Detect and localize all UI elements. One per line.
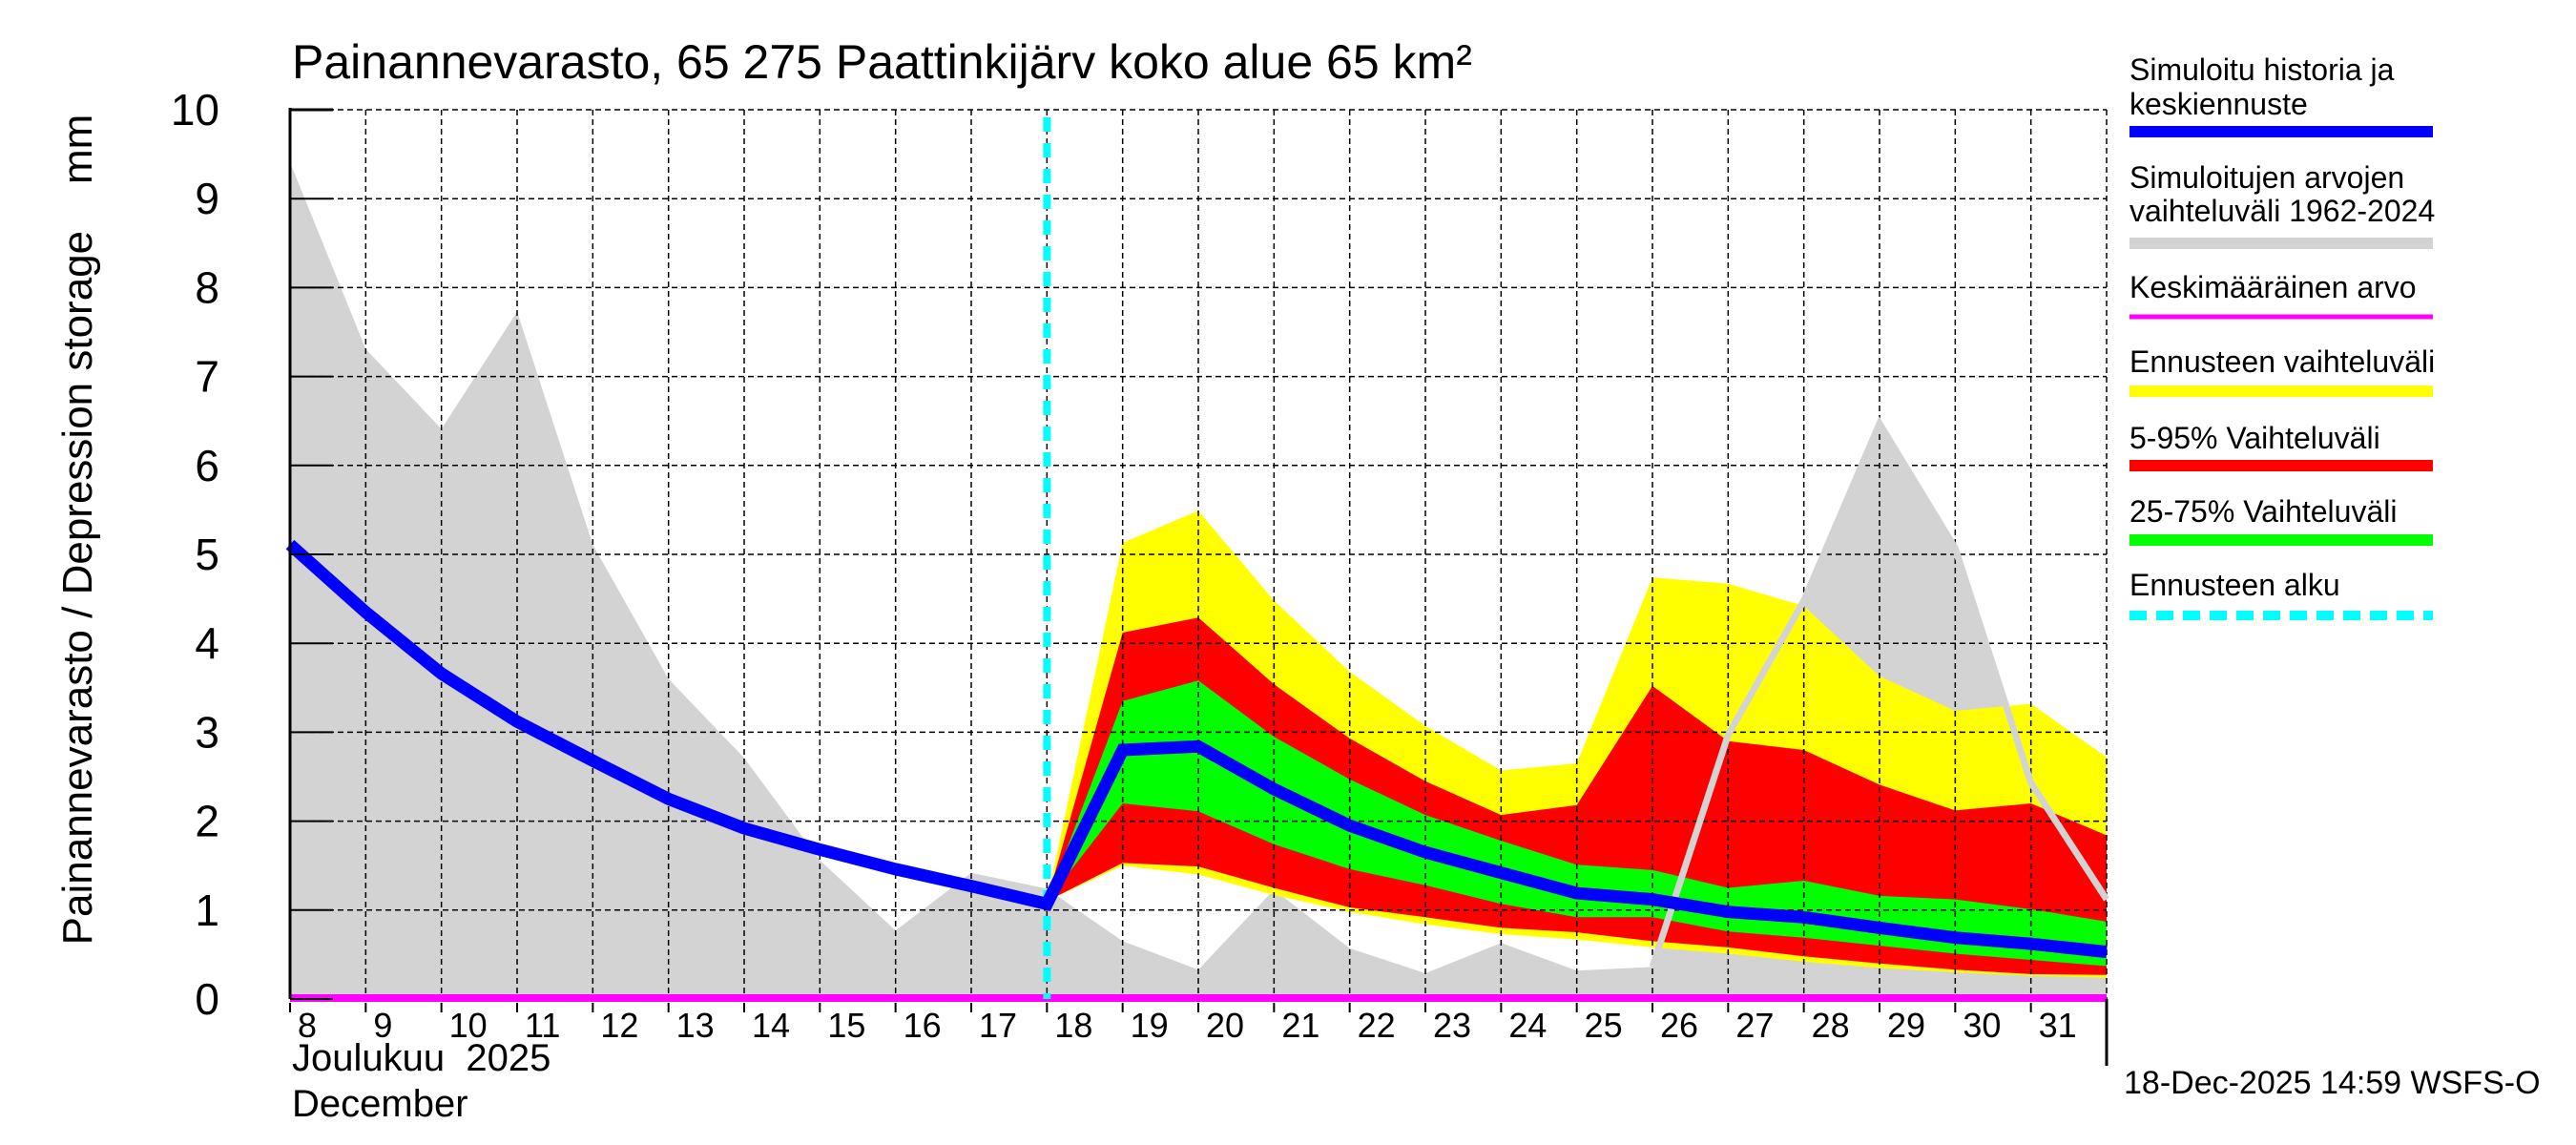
- x-tick-label: 23: [1433, 1006, 1471, 1045]
- x-tick-label: 8: [298, 1006, 317, 1045]
- axes-layer: [288, 108, 2109, 1066]
- x-axis-month-label: Joulukuu 2025: [292, 1037, 551, 1079]
- legend-label: Keskimääräinen arvo: [2129, 270, 2417, 304]
- legend-label: Ennusteen vaihteluväli: [2129, 344, 2435, 379]
- y-tick-label: 5: [195, 530, 219, 579]
- y-tick-label: 7: [195, 352, 219, 402]
- y-tick-label: 2: [195, 797, 219, 846]
- chart-title: Painannevarasto, 65 275 Paattinkijärv ko…: [292, 35, 1472, 89]
- x-tick-label: 17: [979, 1006, 1017, 1045]
- x-tick-label: 13: [676, 1006, 715, 1045]
- lines-layer: [285, 117, 2108, 1002]
- y-tick-label: 9: [195, 174, 219, 223]
- p5-95-band: [1047, 617, 2107, 975]
- p25-75-band: [1047, 680, 2107, 967]
- x-tick-label: 12: [600, 1006, 638, 1045]
- legend-label: keskiennuste: [2129, 87, 2308, 121]
- x-tick-label: 31: [2039, 1006, 2077, 1045]
- x-tick-label: 29: [1887, 1006, 1925, 1045]
- x-tick-label: 21: [1281, 1006, 1319, 1045]
- x-tick-label: 18: [1054, 1006, 1092, 1045]
- x-axis-month-label-en: December: [292, 1083, 468, 1125]
- legend-label: 25-75% Vaihteluväli: [2129, 494, 2397, 529]
- x-tick-label: 20: [1206, 1006, 1244, 1045]
- y-tick-label: 0: [195, 974, 219, 1024]
- x-tick-label: 30: [1963, 1006, 2001, 1045]
- y-tick-label: 10: [171, 85, 219, 135]
- x-tick-label: 10: [449, 1006, 488, 1045]
- legend-label: vaihteluväli 1962-2024: [2129, 194, 2435, 228]
- x-tick-label: 28: [1812, 1006, 1850, 1045]
- history-max-line: [1649, 416, 2109, 968]
- legend-label: Simuloitujen arvojen: [2129, 160, 2404, 195]
- legend-label: Simuloitu historia ja: [2129, 52, 2395, 87]
- x-tick-label: 11: [525, 1006, 560, 1045]
- x-tick-label: 24: [1508, 1006, 1547, 1045]
- x-tick-label: 26: [1660, 1006, 1698, 1045]
- y-axis-label: Painannevarasto / Depression storage mm: [54, 114, 101, 946]
- median-line: [285, 539, 2108, 959]
- x-tick-label: 19: [1131, 1006, 1169, 1045]
- footer-timestamp: 18-Dec-2025 14:59 WSFS-O: [2124, 1065, 2541, 1101]
- y-tick-label: 4: [195, 618, 219, 668]
- legend-label: Ennusteen alku: [2129, 568, 2340, 602]
- x-tick-label: 27: [1735, 1006, 1774, 1045]
- x-tick-label: 14: [752, 1006, 790, 1045]
- x-tick-label: 22: [1358, 1006, 1396, 1045]
- legend-label: 5-95% Vaihteluväli: [2129, 421, 2380, 455]
- forecast-bands-layer: [1047, 510, 2107, 978]
- y-tick-label: 8: [195, 262, 219, 312]
- x-tick-label: 16: [904, 1006, 942, 1045]
- history-max-line-layer: [1649, 416, 2109, 968]
- x-tick-label: 9: [373, 1006, 392, 1045]
- x-tick-label: 25: [1585, 1006, 1623, 1045]
- y-tick-label: 6: [195, 441, 219, 490]
- y-tick-label: 1: [195, 885, 219, 935]
- x-tick-label: 15: [827, 1006, 865, 1045]
- y-tick-label: 3: [195, 707, 219, 757]
